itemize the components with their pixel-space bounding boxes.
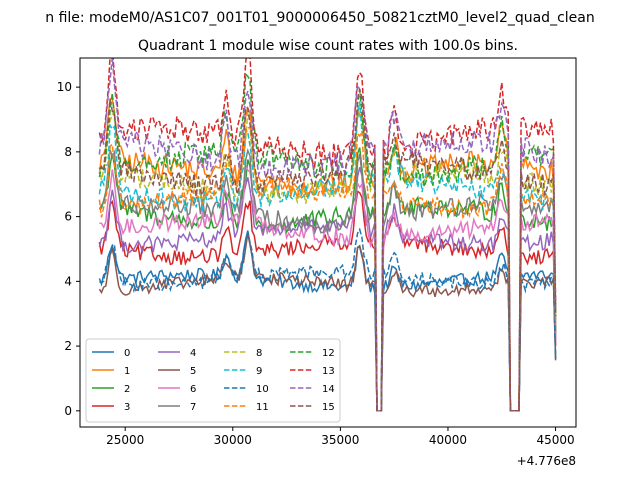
y-tick-label: 2 [64,339,72,353]
chart-suptitle: n file: modeM0/AS1C07_001T01_9000006450_… [45,10,594,26]
x-axis-ticks: 25000 30000 35000 40000 45000 [106,427,575,447]
legend-label-11: 11 [256,402,269,413]
series-line-3 [98,190,557,412]
x-tick-label: 30000 [214,433,252,447]
series-line-7 [98,147,557,412]
series-line-4 [98,167,557,412]
legend-label-14: 14 [322,384,335,395]
series-line-10 [99,227,557,412]
legend-label-3: 3 [124,402,130,413]
axes-frame [79,57,577,428]
legend-label-9: 9 [256,366,262,377]
series-line-5 [98,233,557,412]
x-tick-label: 25000 [106,433,144,447]
legend-label-2: 2 [124,384,130,395]
legend-label-8: 8 [256,348,262,359]
legend-box [85,338,341,423]
legend-label-15: 15 [322,402,335,413]
x-tick-label: 45000 [536,433,574,447]
chart-title: Quadrant 1 module wise count rates with … [138,38,518,54]
y-tick-label: 8 [64,145,72,159]
legend-label-1: 1 [124,366,130,377]
legend-label-10: 10 [256,384,269,395]
series-line-0 [98,230,557,412]
legend-label-13: 13 [322,366,335,377]
legend-label-12: 12 [322,348,335,359]
series-line-11 [98,126,557,412]
y-axis-ticks: 0 2 4 6 8 10 [57,80,80,418]
legend-label-4: 4 [190,348,196,359]
legend-label-6: 6 [190,384,196,395]
y-tick-label: 0 [64,404,72,418]
y-tick-label: 10 [57,80,72,94]
series-layer [98,58,557,412]
y-tick-label: 4 [64,274,72,288]
legend-label-7: 7 [190,402,196,413]
legend-label-0: 0 [124,348,130,359]
series-line-14 [98,58,557,412]
series-line-15 [98,88,557,412]
x-axis-offset-label: +4.776e8 [517,454,576,468]
x-tick-label: 40000 [429,433,467,447]
plot-area [79,57,577,428]
y-tick-label: 6 [64,210,72,224]
legend-label-5: 5 [190,366,196,377]
x-tick-label: 35000 [321,433,359,447]
